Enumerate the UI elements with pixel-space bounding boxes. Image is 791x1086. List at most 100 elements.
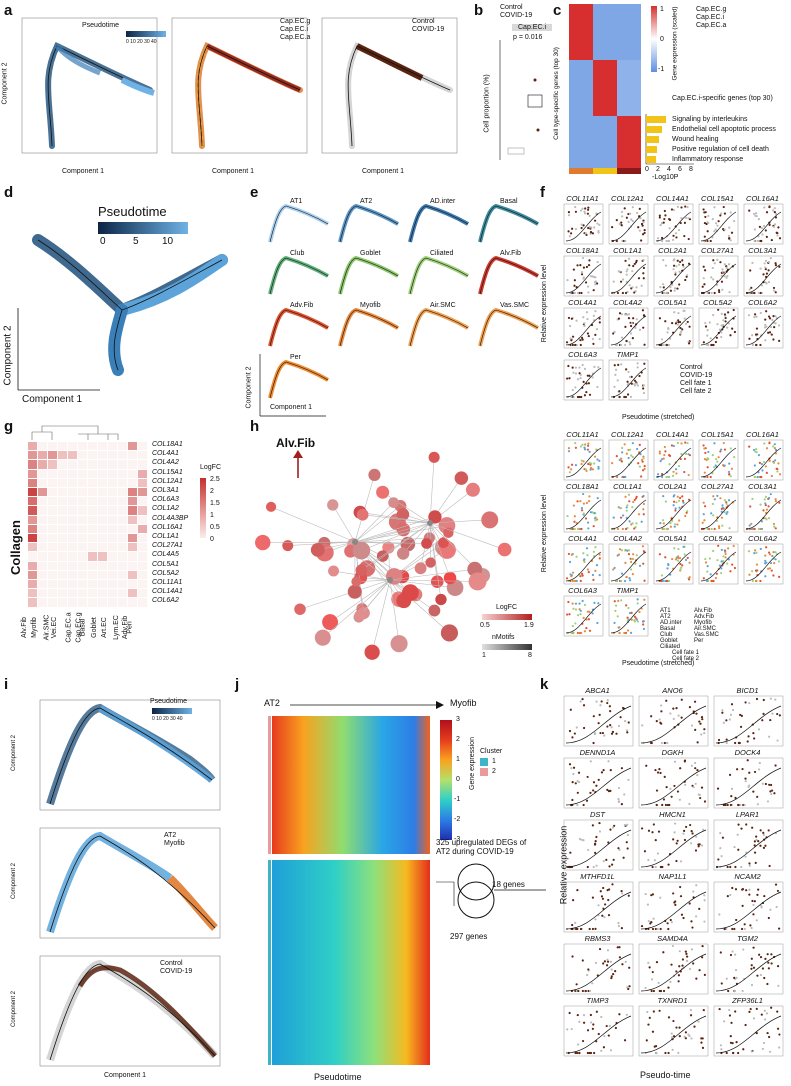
heatmap-cell <box>118 488 127 497</box>
network-node <box>376 485 390 499</box>
gene-subplot: COL27A1 <box>697 246 739 298</box>
gene-subplot: COL11A1 <box>562 194 604 246</box>
heatmap-cell <box>38 488 47 497</box>
gene-subplot-plot <box>743 543 784 585</box>
heatmap-cell <box>68 598 77 607</box>
heatmap-cell <box>88 598 97 607</box>
gene-label: COL2A1 <box>658 482 687 491</box>
heatmap-cell <box>58 515 67 524</box>
heatmap-cell <box>118 497 127 506</box>
g-legend-tick-2: 1.5 <box>210 500 220 507</box>
heatmap-cell <box>28 524 37 533</box>
heatmap-cell <box>78 497 87 506</box>
e-ylabel: Component 2 <box>245 366 253 409</box>
heatmap-cell <box>58 534 67 543</box>
gene-subplot: COL15A1 <box>697 430 739 482</box>
heatmap-cell <box>28 478 37 487</box>
network-edge <box>354 502 394 543</box>
heatmap-cell <box>108 561 117 570</box>
gene-subplot: BICD1 <box>712 686 784 748</box>
gene-label: SAMD4A <box>657 934 688 943</box>
d-legend-tick-2: 10 <box>162 236 174 247</box>
heatmap-cell <box>58 506 67 515</box>
heatmap-cell <box>28 451 37 460</box>
heatmap-cell <box>38 469 47 478</box>
gene-label: LPAR1 <box>735 810 760 819</box>
heatmap-row-label: COL12A1 <box>152 477 183 485</box>
heatmap-cell <box>138 524 147 533</box>
network-node <box>421 538 432 549</box>
f-legend-bottom-4: Club <box>660 632 673 638</box>
gene-subplot-plot <box>653 255 694 297</box>
j-cluster-title: Cluster <box>480 748 503 755</box>
network-edge <box>371 579 391 653</box>
h-arrow <box>293 450 303 478</box>
gene-subplot-plot <box>638 819 709 871</box>
heatmap-cell <box>88 589 97 598</box>
heatmap-cell <box>118 469 127 478</box>
heatmap-cell <box>28 589 37 598</box>
heatmap-cell <box>58 497 67 506</box>
heatmap-cell <box>108 580 117 589</box>
h-legend1-tick-1: 1.9 <box>524 622 534 629</box>
heatmap-cell <box>68 524 77 533</box>
gene-label: COL6A2 <box>748 298 777 307</box>
network-edge <box>362 514 431 524</box>
network-edge <box>360 511 431 524</box>
heatmap-cell <box>118 552 127 561</box>
network-edge <box>299 579 391 610</box>
heatmap-cell <box>128 552 137 561</box>
gene-subplot-plot <box>563 757 634 809</box>
j-cluster-swatch-1 <box>480 758 488 766</box>
heatmap-cell <box>58 451 67 460</box>
heatmap-cell <box>78 469 87 478</box>
heatmap-cell <box>38 478 47 487</box>
heatmap-cell <box>68 589 77 598</box>
heatmap-cell <box>48 570 57 579</box>
e-subplot-grid <box>268 203 539 399</box>
d-legend-colorbar <box>98 222 188 234</box>
gene-subplot-plot <box>743 439 784 481</box>
h-legend1-colorbar <box>482 614 532 620</box>
j-legend-colorbar <box>440 720 452 840</box>
gene-label: COL15A1 <box>701 430 734 439</box>
gene-subplot: COL6A2 <box>742 534 784 586</box>
e-cell-12: Per <box>290 354 301 361</box>
i-legend-colorbar <box>152 708 192 714</box>
heatmap-row-label: COL4A5 <box>152 551 179 559</box>
f-top-grid: COL11A1 COL12A1 COL14A1 COL15A1 COL16A1 COL18… <box>562 194 788 404</box>
network-node <box>352 541 371 560</box>
heatmap-cell <box>108 469 117 478</box>
c-xtick-4: 8 <box>689 166 693 173</box>
heatmap-cell <box>78 524 87 533</box>
gene-subplot-plot <box>563 595 604 637</box>
gene-subplot: SAMD4A <box>637 934 709 996</box>
heatmap-col-label: Vei.EC <box>51 616 59 638</box>
d-trajectory <box>17 234 228 391</box>
gene-subplot: COL14A1 <box>652 194 694 246</box>
heatmap-cell <box>48 488 57 497</box>
heatmap-cell <box>108 589 117 598</box>
network-edge <box>429 519 490 524</box>
gene-label: DENND1A <box>579 748 616 757</box>
gene-label: COL5A1 <box>658 298 687 307</box>
network-node <box>322 614 339 631</box>
gene-subplot-plot <box>713 943 784 995</box>
heatmap-cell <box>138 552 147 561</box>
heatmap-cell <box>108 478 117 487</box>
gene-subplot-plot <box>563 543 604 585</box>
heatmap-cell <box>68 469 77 478</box>
panel-label-j: j <box>235 676 240 693</box>
gene-label: COL11A1 <box>566 430 599 439</box>
heatmap-cell <box>28 580 37 589</box>
heatmap-cell <box>28 460 37 469</box>
heatmap-cell <box>138 506 147 515</box>
heatmap-cell <box>68 451 77 460</box>
network-hub <box>427 520 433 526</box>
c-xtick-0: 0 <box>645 166 649 173</box>
a-legend3-0: Control <box>412 18 435 25</box>
a-legend2-1: Cap.EC.i <box>280 26 309 33</box>
heatmap-cell <box>128 543 137 552</box>
heatmap-cell <box>48 515 57 524</box>
heatmap-cell <box>88 506 97 515</box>
